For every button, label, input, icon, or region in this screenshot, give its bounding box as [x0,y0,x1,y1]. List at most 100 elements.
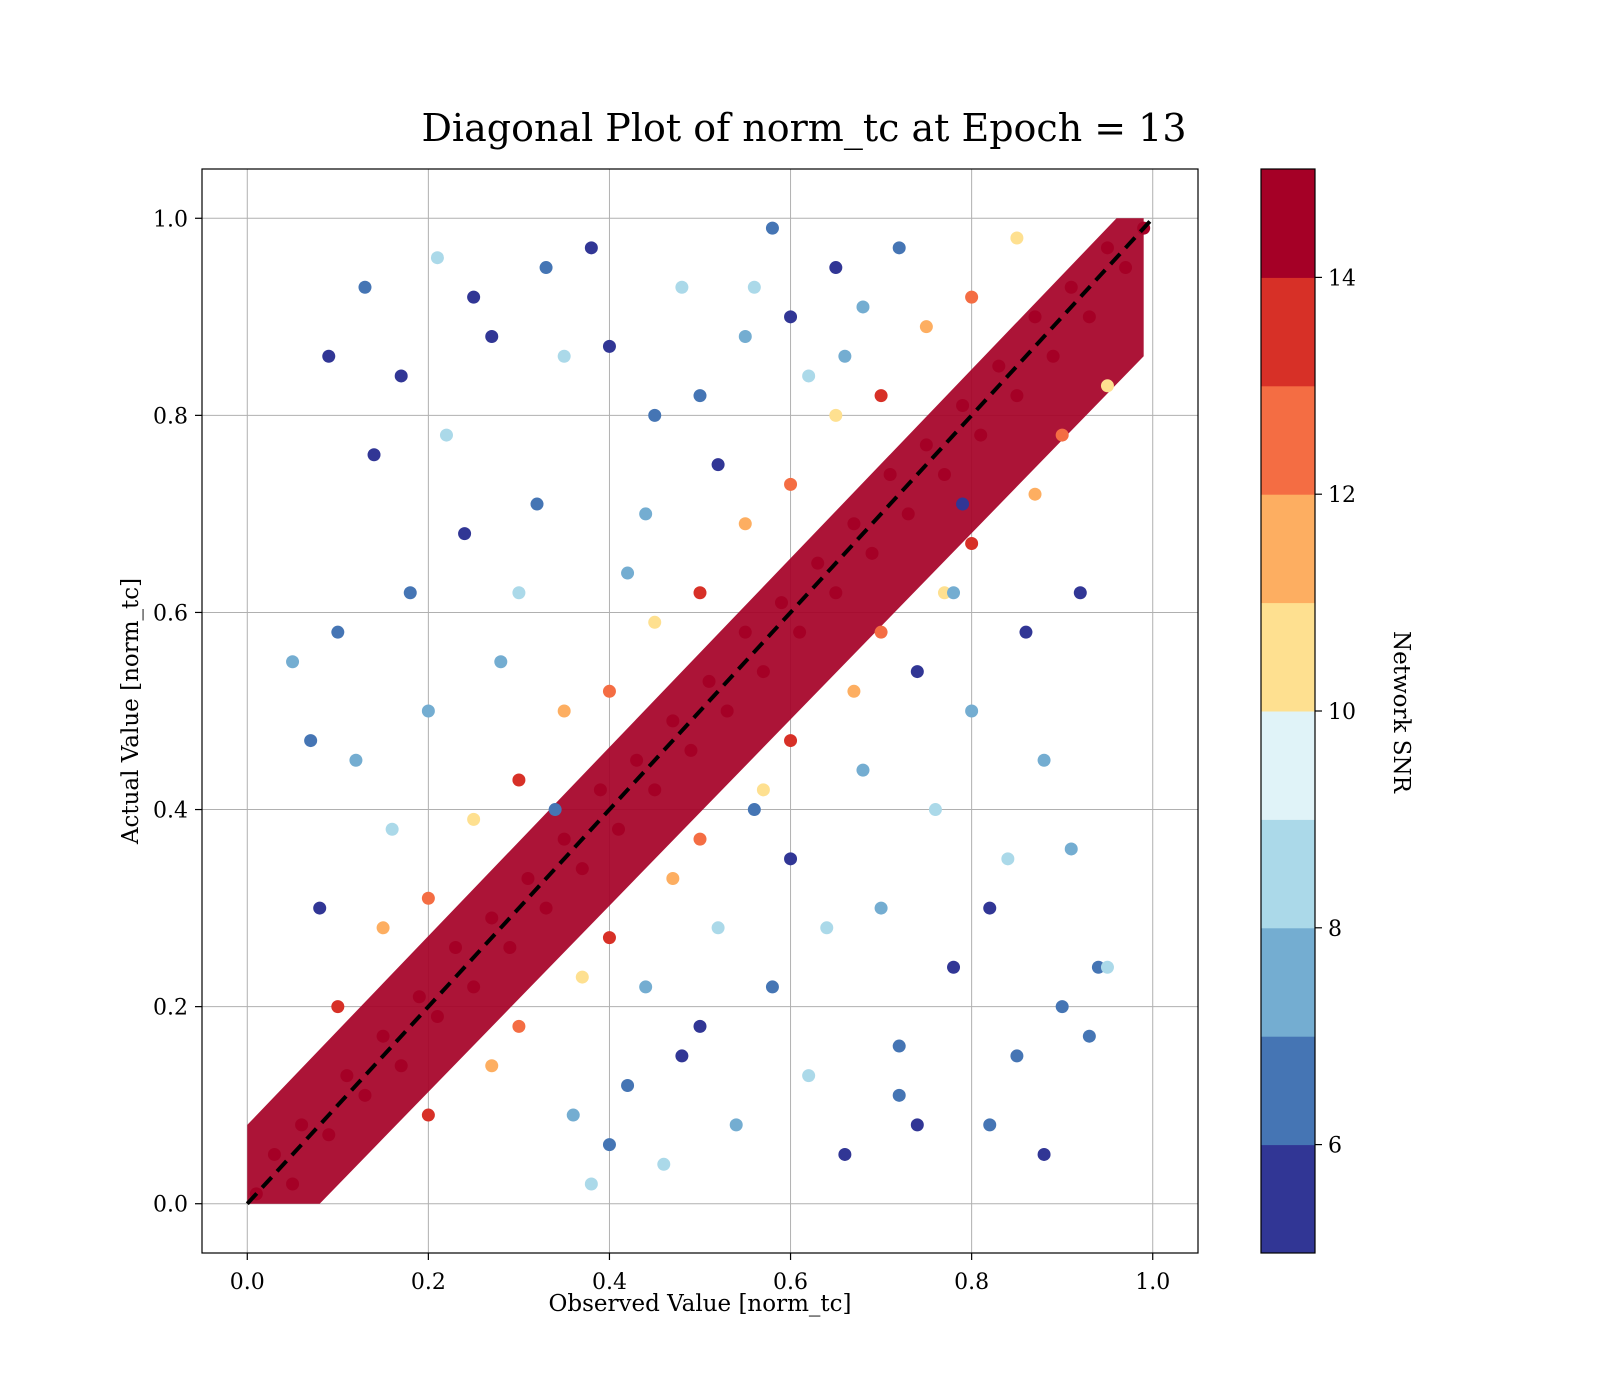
scatter-point-94 [738,330,752,344]
scatter-point-121 [539,261,553,275]
chart-title: Diagonal Plot of norm_tc at Epoch = 13 [421,106,1186,151]
scatter-point-116 [394,369,408,383]
scatter-point-80 [1028,487,1042,501]
scatter-point-153 [947,586,961,600]
scatter-point-48 [1119,261,1133,275]
colorbar-tick-label: 14 [1328,266,1356,291]
plot-area: 0.0 0.2 0.4 0.6 0.8 1.0 0.0 0.2 0.4 0.6 0.8 1.0 [153,168,1199,1295]
scatter-point-34 [865,546,879,560]
scatter-point-33 [847,517,861,531]
scatter-point-148 [675,1049,689,1063]
scatter-point-144 [856,763,870,777]
scatter-point-151 [584,1177,598,1191]
scatter-point-13 [485,911,499,925]
scatter-point-42 [1010,389,1024,403]
scatter-point-122 [566,1108,580,1122]
scatter-point-161 [892,1088,906,1102]
scatter-point-112 [784,310,798,324]
scatter-point-81 [1100,379,1114,393]
scatter-point-50 [331,1000,345,1014]
scatter-point-158 [1082,1029,1096,1043]
scatter-point-47 [1100,241,1114,255]
scatter-point-132 [928,803,942,817]
scatter-point-101 [331,625,345,639]
colorbar-tick-label: 8 [1328,917,1342,942]
scatter-point-30 [793,625,807,639]
colorbar [1260,168,1316,1254]
scatter-point-16 [539,901,553,915]
scatter-point-138 [1037,753,1051,767]
scatter-point-19 [593,783,607,797]
scatter-point-60 [602,931,616,945]
scatter-point-142 [784,852,798,866]
y-tick-label: 0.8 [153,404,188,429]
scatter-point-146 [711,921,725,935]
scatter-point-89 [584,241,598,255]
scatter-point-115 [358,280,372,294]
scatter-point-38 [937,467,951,481]
scatter-point-18 [575,862,589,876]
scatter-point-4 [322,1128,336,1142]
scatter-point-95 [765,221,779,235]
colorbar-segment-3 [1261,819,1315,929]
scatter-point-35 [883,467,897,481]
scatter-point-147 [747,803,761,817]
scatter-point-26 [720,704,734,718]
colorbar-segment-6 [1261,494,1315,604]
scatter-point-8 [394,1059,408,1073]
scatter-point-113 [838,349,852,363]
scatter-point-20 [612,822,626,836]
colorbar-segment-0 [1261,1144,1315,1254]
scatter-point-3 [295,1118,309,1132]
scatter-point-64 [965,536,979,550]
scatter-point-85 [467,290,481,304]
scatter-point-140 [1073,586,1087,600]
x-tick-label: 0.2 [411,1270,446,1295]
scatter-point-100 [313,901,327,915]
colorbar-segment-7 [1261,385,1315,495]
scatter-point-73 [1010,231,1024,245]
scatter-point-74 [485,1059,499,1073]
y-tick-label: 0.2 [153,996,188,1021]
scatter-point-157 [1064,842,1078,856]
scatter-point-149 [639,980,653,994]
scatter-point-135 [983,1118,997,1132]
identity-reference-line [245,216,1155,1206]
scatter-point-150 [602,1138,616,1152]
scatter-point-10 [430,1009,444,1023]
y-tick-label: 0.4 [153,799,188,824]
colorbar-segment-5 [1261,602,1315,712]
x-tick-label: 1.0 [1135,1270,1170,1295]
scatter-point-109 [639,507,653,521]
scatter-point-160 [956,497,970,511]
scatter-point-156 [1037,1147,1051,1161]
scatter-point-88 [557,349,571,363]
colorbar-tick-label: 6 [1328,1134,1342,1159]
colorbar-ticks: 6 8 10 12 14 [1315,266,1356,1159]
colorbar-label: Network SNR [1388,631,1414,794]
scatter-point-51 [421,891,435,905]
colorbar-segment-8 [1261,277,1315,387]
scatter-point-70 [738,517,752,531]
scatter-point-68 [557,704,571,718]
scatter-point-114 [322,349,336,363]
scatter-point-106 [512,586,526,600]
scatter-point-120 [485,330,499,344]
scatter-point-78 [847,684,861,698]
scatter-point-61 [693,832,707,846]
y-tick-label: 1.0 [153,207,188,232]
y-tick-label: 0.6 [153,601,188,626]
scatter-point-27 [738,625,752,639]
scatter-point-127 [765,980,779,994]
x-axis-label: Observed Value [norm_tc] [549,1291,852,1317]
scatter-point-71 [829,408,843,422]
scatter-point-56 [874,389,888,403]
scatter-point-133 [947,960,961,974]
scatter-point-154 [983,901,997,915]
scatter-point-52 [512,773,526,787]
scatter-point-136 [1001,852,1015,866]
scatter-point-15 [521,872,535,886]
scatter-point-21 [630,753,644,767]
scatter-point-97 [829,261,843,275]
